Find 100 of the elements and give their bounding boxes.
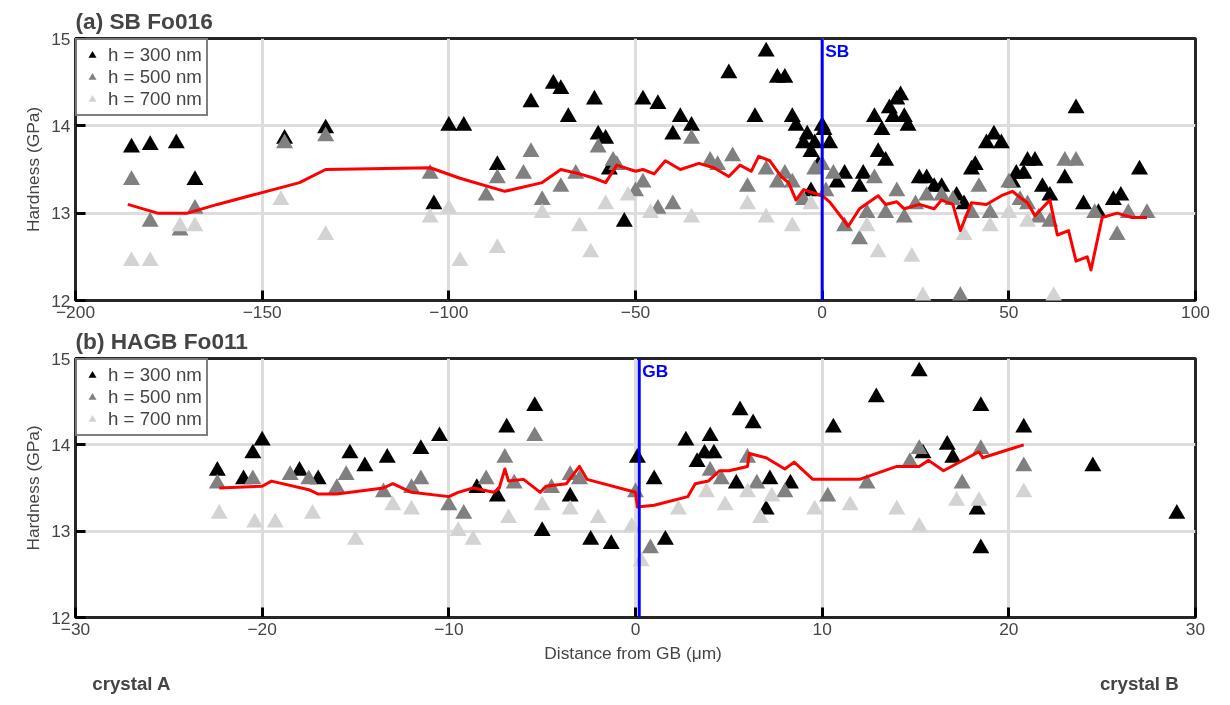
point xyxy=(656,529,674,545)
point xyxy=(748,473,766,489)
point xyxy=(955,225,973,240)
point xyxy=(910,517,928,532)
point xyxy=(496,447,514,463)
point xyxy=(412,469,430,485)
point xyxy=(141,251,159,267)
point xyxy=(752,508,770,524)
point xyxy=(337,465,355,480)
point xyxy=(914,286,932,301)
point xyxy=(210,504,228,519)
point xyxy=(571,216,588,232)
point xyxy=(266,512,284,528)
x-tick-label: 100 xyxy=(1181,301,1210,322)
legend-label: h = 500 nm xyxy=(108,66,202,88)
point xyxy=(888,499,906,515)
point xyxy=(1019,212,1036,227)
point xyxy=(688,452,706,468)
point xyxy=(972,396,990,411)
text: crystal A xyxy=(92,672,171,694)
point xyxy=(208,460,226,476)
point xyxy=(1015,482,1033,498)
x-tick-label: −50 xyxy=(620,301,651,322)
point xyxy=(705,443,723,459)
point xyxy=(244,443,262,459)
point xyxy=(498,417,516,433)
point xyxy=(533,203,551,219)
point xyxy=(645,469,663,485)
x-tick-label: −10 xyxy=(434,618,464,639)
y-tick-label: 15 xyxy=(51,348,71,369)
y-tick-label: 15 xyxy=(51,28,71,49)
chart-title: (b) HAGB Fo011 xyxy=(75,327,248,354)
point xyxy=(1015,417,1033,433)
point xyxy=(1084,456,1102,472)
point xyxy=(384,495,402,511)
point xyxy=(582,242,600,258)
point xyxy=(641,203,659,219)
point xyxy=(641,538,659,554)
point xyxy=(455,504,473,519)
point xyxy=(858,216,876,232)
point xyxy=(938,435,956,450)
ref-line-label: SB xyxy=(825,40,850,61)
point xyxy=(526,426,544,442)
x-tick-label: 30 xyxy=(1185,618,1206,639)
point xyxy=(378,447,396,463)
x-tick-label: −150 xyxy=(242,301,282,322)
x-tick-label: 20 xyxy=(999,618,1019,639)
point xyxy=(412,439,430,455)
point xyxy=(739,194,756,210)
point xyxy=(731,400,749,416)
point xyxy=(697,482,715,498)
point xyxy=(300,469,318,485)
point xyxy=(561,486,579,502)
x-tick-label: 0 xyxy=(817,301,827,322)
point xyxy=(783,216,801,232)
point xyxy=(477,469,495,485)
x-axis-title: Distance from GB (μm) xyxy=(544,642,722,663)
point xyxy=(431,426,448,442)
point xyxy=(910,361,928,377)
point xyxy=(953,473,971,489)
point xyxy=(739,482,756,498)
legend-label: h = 700 nm xyxy=(108,408,202,430)
point xyxy=(589,508,607,524)
point xyxy=(841,495,859,511)
y-axis-title: Hardness (GPa) xyxy=(23,106,44,233)
legend-label: h = 300 nm xyxy=(108,44,202,66)
point xyxy=(981,216,999,232)
legend-label: h = 300 nm xyxy=(108,364,202,386)
point xyxy=(500,508,518,524)
point xyxy=(341,443,359,459)
point xyxy=(449,521,467,537)
point xyxy=(869,242,887,258)
legend-label: h = 700 nm xyxy=(108,88,202,110)
point xyxy=(272,190,290,205)
point xyxy=(571,469,588,485)
point xyxy=(123,251,140,267)
point xyxy=(1015,456,1033,472)
point xyxy=(440,495,458,511)
point xyxy=(171,216,189,232)
point xyxy=(972,538,990,554)
point xyxy=(903,247,921,262)
point xyxy=(727,473,745,489)
point xyxy=(421,207,439,223)
point xyxy=(716,495,734,511)
point xyxy=(186,216,204,232)
point xyxy=(403,499,420,515)
point xyxy=(246,512,264,528)
point xyxy=(561,499,579,515)
point xyxy=(304,504,322,519)
point xyxy=(763,486,781,502)
y-tick-label: 14 xyxy=(51,115,71,136)
point xyxy=(281,465,299,480)
point xyxy=(347,529,364,545)
y-tick-label: 13 xyxy=(51,203,71,224)
point xyxy=(802,194,820,210)
x-tick-label: 0 xyxy=(630,618,641,639)
point xyxy=(317,225,335,240)
point xyxy=(464,529,482,545)
legend-label: h = 500 nm xyxy=(108,386,202,408)
point xyxy=(867,387,885,403)
